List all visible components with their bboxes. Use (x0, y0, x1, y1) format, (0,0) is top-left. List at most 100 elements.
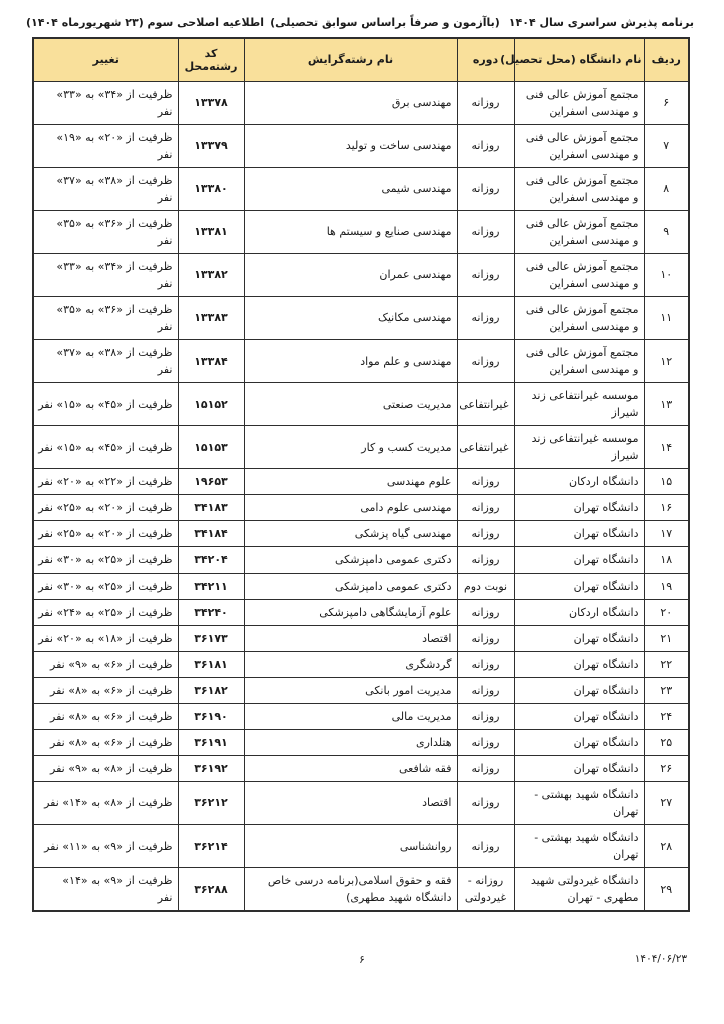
cell-field-name: علوم مهندسی (243, 468, 458, 496)
cell-row-number: ۸ (643, 166, 690, 211)
cell-period: روزانه (456, 823, 515, 869)
cell-field-name: فقه شافعی (243, 754, 458, 782)
cell-university: مجتمع آموزش عالی فنی و مهندسی اسفراین (513, 123, 645, 168)
col-header-row-number: ردیف (643, 37, 690, 82)
cell-field-name: مهندسی برق (243, 80, 458, 125)
cell-university: مجتمع آموزش عالی فنی و مهندسی اسفراین (513, 80, 645, 125)
table-row: ۹ مجتمع آموزش عالی فنی و مهندسی اسفراین … (32, 209, 690, 254)
table-row: ۲۳ دانشگاه تهران روزانه مدیریت امور بانک… (32, 676, 690, 704)
cell-row-number: ۱۰ (643, 252, 690, 297)
cell-row-number: ۹ (643, 209, 690, 254)
table-body: ۶ مجتمع آموزش عالی فنی و مهندسی اسفراین … (32, 80, 690, 912)
cell-code: ۳۶۱۸۱ (177, 650, 245, 678)
cell-row-number: ۱۳ (643, 382, 690, 427)
cell-code: ۱۳۳۸۴ (177, 339, 245, 384)
cell-change: ظرفیت از «۶» به «۹» نفر (32, 650, 179, 678)
cell-period: روزانه (456, 123, 515, 168)
cell-period: روزانه (456, 624, 515, 652)
cell-university: دانشگاه تهران (513, 624, 645, 652)
cell-field-name: مدیریت امور بانکی (243, 676, 458, 704)
cell-field-name: گردشگری (243, 650, 458, 678)
cell-university: دانشگاه تهران (513, 676, 645, 704)
cell-field-name: مدیریت مالی (243, 702, 458, 730)
cell-field-name: دکتری عمومی دامپزشکی (243, 546, 458, 574)
cell-code: ۱۹۶۵۳ (177, 468, 245, 496)
cell-code: ۳۴۱۸۴ (177, 520, 245, 548)
cell-code: ۱۳۳۷۹ (177, 123, 245, 168)
cell-row-number: ۲۹ (643, 867, 690, 912)
cell-change: ظرفیت از «۳۴» به «۳۳» نفر (32, 80, 179, 125)
cell-field-name: فقه و حقوق اسلامی(برنامه درسی خاص دانشگا… (243, 867, 458, 912)
cell-code: ۳۶۲۸۸ (177, 867, 245, 912)
table-row: ۷ مجتمع آموزش عالی فنی و مهندسی اسفراین … (32, 123, 690, 168)
cell-code: ۳۶۱۹۲ (177, 754, 245, 782)
cell-code: ۳۴۲۰۴ (177, 546, 245, 574)
cell-code: ۱۳۳۸۰ (177, 166, 245, 211)
cell-field-name: مهندسی مکانیک (243, 295, 458, 341)
title-paren: (باآزمون و صرفاً براساس سوابق تحصیلی) (270, 16, 500, 29)
table-row: ۱۸ دانشگاه تهران روزانه دکتری عمومی دامپ… (32, 546, 690, 574)
cell-change: ظرفیت از «۲۵» به «۳۰» نفر (32, 572, 179, 600)
table-row: ۲۵ دانشگاه تهران روزانه هتلداری ۳۶۱۹۱ ظر… (32, 728, 690, 756)
cell-university: مجتمع آموزش عالی فنی و مهندسی اسفراین (513, 252, 645, 297)
cell-change: ظرفیت از «۳۸» به «۳۷» نفر (32, 166, 179, 211)
table-row: ۱۳ موسسه غیرانتفاعی زند شیراز غیرانتفاعی… (32, 382, 690, 427)
cell-change: ظرفیت از «۴۵» به «۱۵» نفر (32, 425, 179, 470)
cell-university: دانشگاه تهران (513, 520, 645, 548)
cell-change: ظرفیت از «۳۶» به «۳۵» نفر (32, 295, 179, 341)
cell-change: ظرفیت از «۲۵» به «۳۰» نفر (32, 546, 179, 574)
cell-period: روزانه (456, 650, 515, 678)
cell-period: روزانه (456, 728, 515, 756)
table-row: ۱۰ مجتمع آموزش عالی فنی و مهندسی اسفراین… (32, 252, 690, 297)
cell-row-number: ۱۷ (643, 520, 690, 548)
cell-period: روزانه (456, 598, 515, 626)
cell-change: ظرفیت از «۹» به «۱۴» نفر (32, 867, 179, 912)
cell-code: ۳۶۱۹۱ (177, 728, 245, 756)
cell-row-number: ۲۴ (643, 702, 690, 730)
table-row: ۱۹ دانشگاه تهران نوبت دوم دکتری عمومی دا… (32, 572, 690, 600)
table-row: ۸ مجتمع آموزش عالی فنی و مهندسی اسفراین … (32, 166, 690, 211)
cell-university: دانشگاه تهران (513, 754, 645, 782)
table-row: ۲۹ دانشگاه غیردولتی شهید مطهری - تهران ر… (32, 867, 690, 912)
cell-university: دانشگاه تهران (513, 702, 645, 730)
col-header-field-name: نام رشته‌گرایش (243, 37, 458, 82)
cell-field-name: روانشناسی (243, 823, 458, 869)
cell-field-name: مهندسی شیمی (243, 166, 458, 211)
cell-code: ۳۶۱۷۳ (177, 624, 245, 652)
cell-row-number: ۱۲ (643, 339, 690, 384)
table-row: ۱۵ دانشگاه اردکان روزانه علوم مهندسی ۱۹۶… (32, 468, 690, 496)
cell-row-number: ۲۳ (643, 676, 690, 704)
cell-change: ظرفیت از «۲۰» به «۲۵» نفر (32, 494, 179, 522)
cell-university: مجتمع آموزش عالی فنی و مهندسی اسفراین (513, 209, 645, 254)
cell-field-name: دکتری عمومی دامپزشکی (243, 572, 458, 600)
cell-period: روزانه (456, 339, 515, 384)
col-header-code: کد رشته‌محل (177, 37, 245, 82)
cell-change: ظرفیت از «۱۸» به «۲۰» نفر (32, 624, 179, 652)
cell-field-name: مدیریت کسب و کار (243, 425, 458, 470)
cell-code: ۱۳۳۸۳ (177, 295, 245, 341)
footer-date: ۱۴۰۴/۰۶/۲۳ (634, 953, 687, 965)
col-header-change: تغییر (32, 37, 179, 82)
cell-row-number: ۱۱ (643, 295, 690, 341)
cell-code: ۱۵۱۵۲ (177, 382, 245, 427)
admission-table: ردیف نام دانشگاه (محل تحصیل) دوره نام رش… (32, 37, 690, 913)
cell-period: روزانه (456, 252, 515, 297)
cell-row-number: ۲۸ (643, 823, 690, 869)
cell-university: دانشگاه شهید بهشتی - تهران (513, 780, 645, 826)
table-row: ۱۲ مجتمع آموزش عالی فنی و مهندسی اسفراین… (32, 339, 690, 384)
cell-period: روزانه (456, 468, 515, 496)
cell-field-name: مهندسی و علم مواد (243, 339, 458, 384)
table-row: ۲۰ دانشگاه اردکان روزانه علوم آزمایشگاهی… (32, 598, 690, 626)
table-row: ۶ مجتمع آموزش عالی فنی و مهندسی اسفراین … (32, 80, 690, 125)
cell-row-number: ۱۹ (643, 572, 690, 600)
cell-change: ظرفیت از «۶» به «۸» نفر (32, 728, 179, 756)
cell-university: دانشگاه تهران (513, 494, 645, 522)
cell-field-name: مهندسی عمران (243, 252, 458, 297)
table-row: ۱۷ دانشگاه تهران روزانه مهندسی گیاه پزشک… (32, 520, 690, 548)
cell-period: روزانه (456, 209, 515, 254)
cell-code: ۳۶۱۸۲ (177, 676, 245, 704)
cell-change: ظرفیت از «۲۰» به «۲۵» نفر (32, 520, 179, 548)
cell-university: مجتمع آموزش عالی فنی و مهندسی اسفراین (513, 166, 645, 211)
cell-field-name: اقتصاد (243, 780, 458, 826)
table-row: ۱۴ موسسه غیرانتفاعی زند شیراز غیرانتفاعی… (32, 425, 690, 470)
